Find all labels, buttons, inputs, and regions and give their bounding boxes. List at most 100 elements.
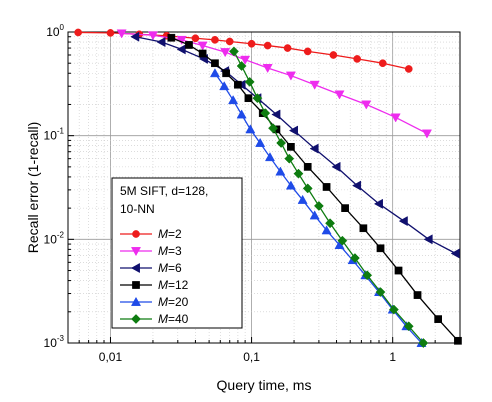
legend-marker	[130, 262, 140, 274]
legend-marker	[131, 314, 141, 324]
data-point	[263, 41, 272, 50]
data-point	[388, 304, 399, 315]
data-point	[264, 152, 275, 162]
data-point	[349, 253, 360, 263]
legend-entry: M=3	[120, 244, 182, 258]
data-point	[404, 65, 413, 73]
legend-marker	[130, 247, 142, 257]
series-line	[233, 51, 424, 344]
data-point	[285, 71, 296, 81]
data-point	[276, 138, 287, 148]
data-point	[211, 35, 219, 44]
data-point	[403, 321, 414, 332]
legend-entry: M=12	[120, 278, 189, 292]
data-point	[255, 137, 266, 147]
data-point	[262, 64, 273, 74]
data-point	[271, 109, 281, 120]
legend-label: M=3	[158, 244, 182, 258]
data-point	[284, 153, 295, 164]
data-point	[394, 266, 403, 275]
data-point	[167, 33, 176, 42]
data-point	[309, 143, 319, 154]
data-point	[283, 44, 292, 52]
data-point	[116, 29, 127, 39]
legend-label: M=40	[158, 312, 189, 326]
legend-entry: M=20	[120, 295, 189, 309]
data-point	[185, 41, 193, 49]
y-tick-label: 100	[46, 23, 64, 39]
data-point	[176, 44, 186, 55]
x-axis-title: Query time, ms	[217, 377, 312, 393]
legend-label: M=12	[158, 278, 189, 292]
legend: 5M SIFT, d=128, 10-NN M=2 M=3 M=6 M=12 M=20 M…	[111, 177, 243, 329]
data-point	[331, 161, 341, 172]
data-point	[191, 34, 200, 43]
legend-marker	[132, 281, 140, 289]
data-point	[234, 80, 242, 89]
data-point	[228, 46, 239, 57]
x-tick-label: 1	[389, 350, 396, 364]
data-point	[334, 90, 345, 100]
data-point	[413, 291, 422, 299]
data-point	[313, 200, 324, 211]
data-point	[378, 59, 387, 68]
data-point	[390, 113, 401, 123]
data-point	[302, 183, 313, 194]
data-point	[434, 315, 442, 323]
data-point	[337, 235, 348, 246]
data-point	[219, 81, 230, 91]
y-tick-label: 10-1	[44, 127, 65, 143]
data-point	[244, 94, 253, 103]
data-point	[222, 69, 230, 78]
data-point	[362, 270, 373, 281]
data-point	[211, 59, 219, 68]
legend-marker	[132, 230, 140, 238]
data-point	[450, 248, 460, 259]
legend-entry: M=6	[120, 261, 182, 275]
data-point	[252, 93, 263, 104]
axis-ticks: 0,01 0,1 1 100 10-1 10-2 10-3	[44, 23, 461, 364]
data-point	[236, 109, 247, 119]
x-tick-label: 0,01	[99, 350, 123, 364]
data-point	[156, 37, 166, 48]
data-point	[245, 124, 256, 134]
data-point	[373, 198, 383, 209]
data-point	[297, 194, 308, 204]
data-point	[322, 183, 331, 191]
data-point	[329, 51, 338, 59]
data-point	[275, 166, 286, 176]
data-point	[147, 31, 158, 41]
legend-title-line-1: 5M SIFT, d=128,	[120, 184, 208, 198]
data-point	[303, 163, 312, 171]
data-point	[228, 95, 239, 105]
data-point	[225, 37, 234, 46]
legend-marker	[130, 296, 142, 306]
data-point	[361, 100, 372, 110]
data-point	[197, 41, 208, 51]
legend-label: M=6	[158, 261, 182, 275]
series-m-12	[167, 33, 462, 345]
data-point	[198, 49, 207, 58]
series-m-3	[116, 29, 432, 139]
data-point	[288, 125, 298, 136]
plot-area-frame	[67, 31, 461, 344]
series-line	[135, 36, 457, 255]
data-point	[418, 338, 429, 348]
data-point	[352, 180, 362, 191]
data-point	[398, 216, 408, 227]
data-point	[325, 218, 336, 229]
legend-entry: M=40	[120, 312, 189, 326]
y-tick-label: 10-3	[44, 334, 65, 350]
data-point	[209, 68, 220, 78]
data-point	[309, 80, 320, 90]
data-point	[247, 39, 256, 48]
legend-label: M=20	[158, 295, 189, 309]
data-point	[353, 55, 361, 63]
y-tick-label: 10-2	[44, 230, 65, 246]
data-point	[421, 129, 432, 139]
data-point	[240, 55, 251, 65]
legend-entry: M=2	[120, 227, 182, 241]
data-point	[309, 210, 320, 220]
data-point	[287, 143, 295, 151]
